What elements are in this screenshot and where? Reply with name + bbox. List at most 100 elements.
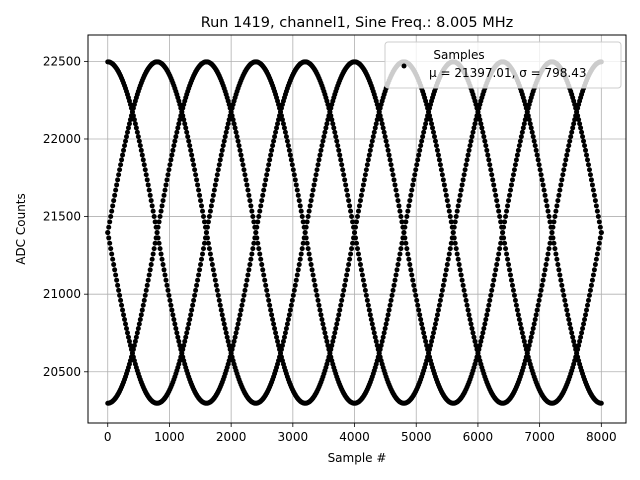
data-point (508, 277, 514, 283)
data-point (552, 214, 558, 220)
data-point (491, 277, 497, 283)
data-point (334, 138, 340, 144)
data-point (307, 203, 313, 209)
data-point (148, 262, 154, 268)
data-point (256, 214, 262, 220)
data-point (481, 326, 487, 332)
data-point (512, 162, 518, 168)
data-point (200, 214, 206, 220)
data-point (218, 307, 224, 313)
data-point (345, 267, 351, 273)
data-point (452, 240, 458, 246)
data-point (109, 208, 115, 214)
data-point (284, 321, 290, 327)
data-point (364, 162, 370, 168)
data-point (151, 214, 157, 220)
data-point (336, 147, 342, 153)
data-point (279, 342, 285, 348)
data-point (508, 272, 514, 278)
data-point (188, 312, 194, 318)
data-point (387, 302, 393, 308)
data-point (295, 192, 301, 198)
data-point (457, 267, 463, 273)
data-point (112, 192, 118, 198)
data-point (226, 342, 232, 348)
data-point (177, 117, 183, 123)
data-point (436, 157, 442, 163)
data-point (121, 312, 127, 318)
data-point (594, 208, 600, 214)
data-point (374, 117, 380, 123)
data-point (255, 219, 261, 225)
data-point (383, 138, 389, 144)
data-point (416, 152, 422, 158)
data-point (437, 297, 443, 303)
data-point (341, 287, 347, 293)
data-point (261, 187, 267, 193)
data-point (150, 208, 156, 214)
data-point (388, 162, 394, 168)
data-point (395, 198, 401, 204)
data-point (502, 240, 508, 246)
data-point (384, 143, 390, 149)
data-point (310, 187, 316, 193)
data-point (559, 282, 565, 288)
data-point (146, 187, 152, 193)
data-point (572, 342, 578, 348)
data-point (186, 138, 192, 144)
data-point (413, 292, 419, 298)
data-point (404, 246, 410, 252)
data-point (303, 235, 309, 241)
data-point (587, 287, 593, 293)
data-point (519, 129, 525, 135)
data-point (547, 240, 553, 246)
data-point (221, 138, 227, 144)
data-point (357, 198, 363, 204)
data-point (509, 282, 515, 288)
data-point (123, 134, 129, 140)
data-point (190, 157, 196, 163)
data-point (223, 129, 229, 135)
data-point (320, 321, 326, 327)
data-point (184, 129, 190, 135)
data-point (291, 287, 297, 293)
data-point (389, 167, 395, 173)
data-point (239, 157, 245, 163)
data-point (551, 219, 557, 225)
data-point (518, 134, 524, 140)
data-point (344, 272, 350, 278)
data-point (588, 177, 594, 183)
data-point (591, 267, 597, 273)
data-point (520, 125, 526, 131)
data-point (557, 187, 563, 193)
data-point (492, 272, 498, 278)
data-point (130, 113, 136, 119)
data-point (530, 326, 536, 332)
data-point (461, 287, 467, 293)
data-point (466, 147, 472, 153)
data-point (441, 182, 447, 188)
data-point (349, 246, 355, 252)
data-point (322, 129, 328, 135)
data-point (398, 246, 404, 252)
data-point (450, 230, 456, 236)
data-point (304, 219, 310, 225)
data-point (543, 198, 549, 204)
data-point (308, 262, 314, 268)
data-point (431, 129, 437, 135)
data-point (525, 346, 531, 352)
data-point (368, 316, 374, 322)
data-point (246, 267, 252, 273)
data-point (534, 152, 540, 158)
data-point (355, 251, 361, 257)
data-point (231, 338, 237, 344)
data-point (213, 177, 219, 183)
data-point (590, 272, 596, 278)
data-point (230, 342, 236, 348)
data-point (381, 129, 387, 135)
data-point (384, 316, 390, 322)
data-point (456, 198, 462, 204)
data-point (112, 267, 118, 273)
data-point (385, 312, 391, 318)
data-point (522, 342, 528, 348)
